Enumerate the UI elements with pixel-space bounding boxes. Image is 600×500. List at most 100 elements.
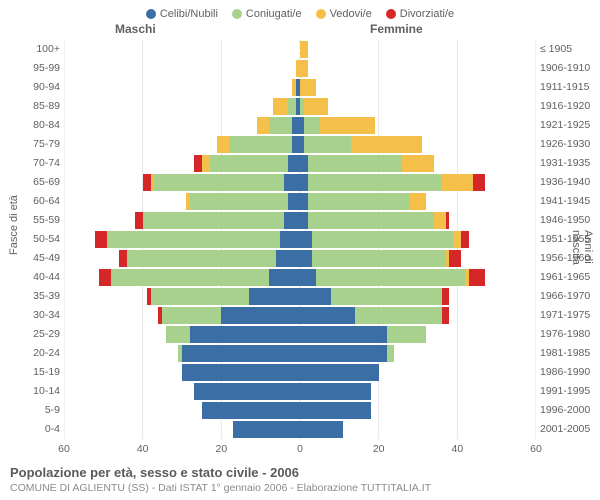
bar-male — [202, 402, 300, 419]
pyramid-row — [64, 211, 536, 230]
segment — [111, 269, 268, 286]
birth-label: ≤ 1905 — [540, 40, 598, 59]
pyramid-row — [64, 268, 536, 287]
birth-label: 1966-1970 — [540, 287, 598, 306]
column-headers: Maschi Femmine — [0, 22, 600, 40]
age-label: 95-99 — [0, 59, 60, 78]
segment — [95, 231, 107, 248]
legend-item: Coniugati/e — [232, 8, 302, 20]
segment — [312, 231, 454, 248]
age-label: 85-89 — [0, 97, 60, 116]
bar-female — [300, 60, 308, 77]
birth-label: 1931-1935 — [540, 154, 598, 173]
segment — [182, 364, 300, 381]
header-males: Maschi — [115, 22, 156, 36]
bar-male — [292, 79, 300, 96]
x-tick: 20 — [373, 443, 385, 455]
bar-male — [233, 421, 300, 438]
segment — [300, 402, 371, 419]
pyramid-row — [64, 192, 536, 211]
birth-label: 1986-1990 — [540, 363, 598, 382]
bar-male — [147, 288, 300, 305]
segment — [300, 383, 371, 400]
legend-item: Celibi/Nubili — [146, 8, 218, 20]
segment — [229, 136, 292, 153]
bar-female — [300, 41, 308, 58]
segment — [166, 326, 190, 343]
segment — [469, 269, 485, 286]
segment — [304, 98, 328, 115]
segment — [351, 136, 422, 153]
segment — [387, 326, 426, 343]
birth-label: 1946-1950 — [540, 211, 598, 230]
segment — [194, 383, 300, 400]
birth-label: 1906-1910 — [540, 59, 598, 78]
bar-male — [166, 326, 300, 343]
segment — [190, 193, 288, 210]
segment — [410, 193, 426, 210]
birth-label: 1936-1940 — [540, 173, 598, 192]
pyramid-row — [64, 382, 536, 401]
segment — [143, 212, 285, 229]
legend-swatch — [232, 9, 242, 19]
segment — [300, 250, 312, 267]
age-label: 40-44 — [0, 268, 60, 287]
age-label: 80-84 — [0, 116, 60, 135]
age-label: 75-79 — [0, 135, 60, 154]
segment — [300, 231, 312, 248]
age-label: 25-29 — [0, 325, 60, 344]
x-tick: 40 — [451, 443, 463, 455]
age-label: 90-94 — [0, 78, 60, 97]
segment — [119, 250, 127, 267]
segment — [304, 117, 320, 134]
birth-label: 1996-2000 — [540, 401, 598, 420]
segment — [446, 212, 450, 229]
axis-title-left: Fasce di età — [8, 195, 20, 255]
segment — [107, 231, 280, 248]
pyramid-row — [64, 40, 536, 59]
age-label: 20-24 — [0, 344, 60, 363]
segment — [308, 155, 402, 172]
birth-label: 1911-1915 — [540, 78, 598, 97]
segment — [442, 288, 450, 305]
segment — [269, 117, 293, 134]
bar-female — [300, 345, 394, 362]
age-label: 0-4 — [0, 420, 60, 439]
segment — [143, 174, 151, 191]
x-tick: 20 — [215, 443, 227, 455]
age-label: 10-14 — [0, 382, 60, 401]
chart-title: Popolazione per età, sesso e stato civil… — [10, 465, 431, 480]
bar-male — [257, 117, 300, 134]
pyramid-row — [64, 420, 536, 439]
age-label: 35-39 — [0, 287, 60, 306]
pyramid-row — [64, 230, 536, 249]
age-label: 30-34 — [0, 306, 60, 325]
bar-male — [135, 212, 300, 229]
birth-label: 1921-1925 — [540, 116, 598, 135]
segment — [316, 269, 465, 286]
segment — [402, 155, 433, 172]
bar-female — [300, 79, 316, 96]
pyramid-row — [64, 306, 536, 325]
segment — [99, 269, 111, 286]
x-tick: 0 — [297, 443, 303, 455]
birth-label: 1976-1980 — [540, 325, 598, 344]
pyramid-row — [64, 344, 536, 363]
segment — [276, 250, 300, 267]
segment — [461, 231, 469, 248]
bar-male — [273, 98, 301, 115]
legend-swatch — [386, 9, 396, 19]
bar-female — [300, 117, 375, 134]
segment — [202, 155, 210, 172]
legend-item: Divorziati/e — [386, 8, 454, 20]
bar-male — [194, 155, 300, 172]
segment — [300, 174, 308, 191]
birth-label: 1926-1930 — [540, 135, 598, 154]
birth-label: 1961-1965 — [540, 268, 598, 287]
bar-female — [300, 288, 449, 305]
birth-label: 1991-1995 — [540, 382, 598, 401]
segment — [355, 307, 442, 324]
segment — [300, 269, 316, 286]
pyramid-row — [64, 59, 536, 78]
bar-female — [300, 231, 469, 248]
